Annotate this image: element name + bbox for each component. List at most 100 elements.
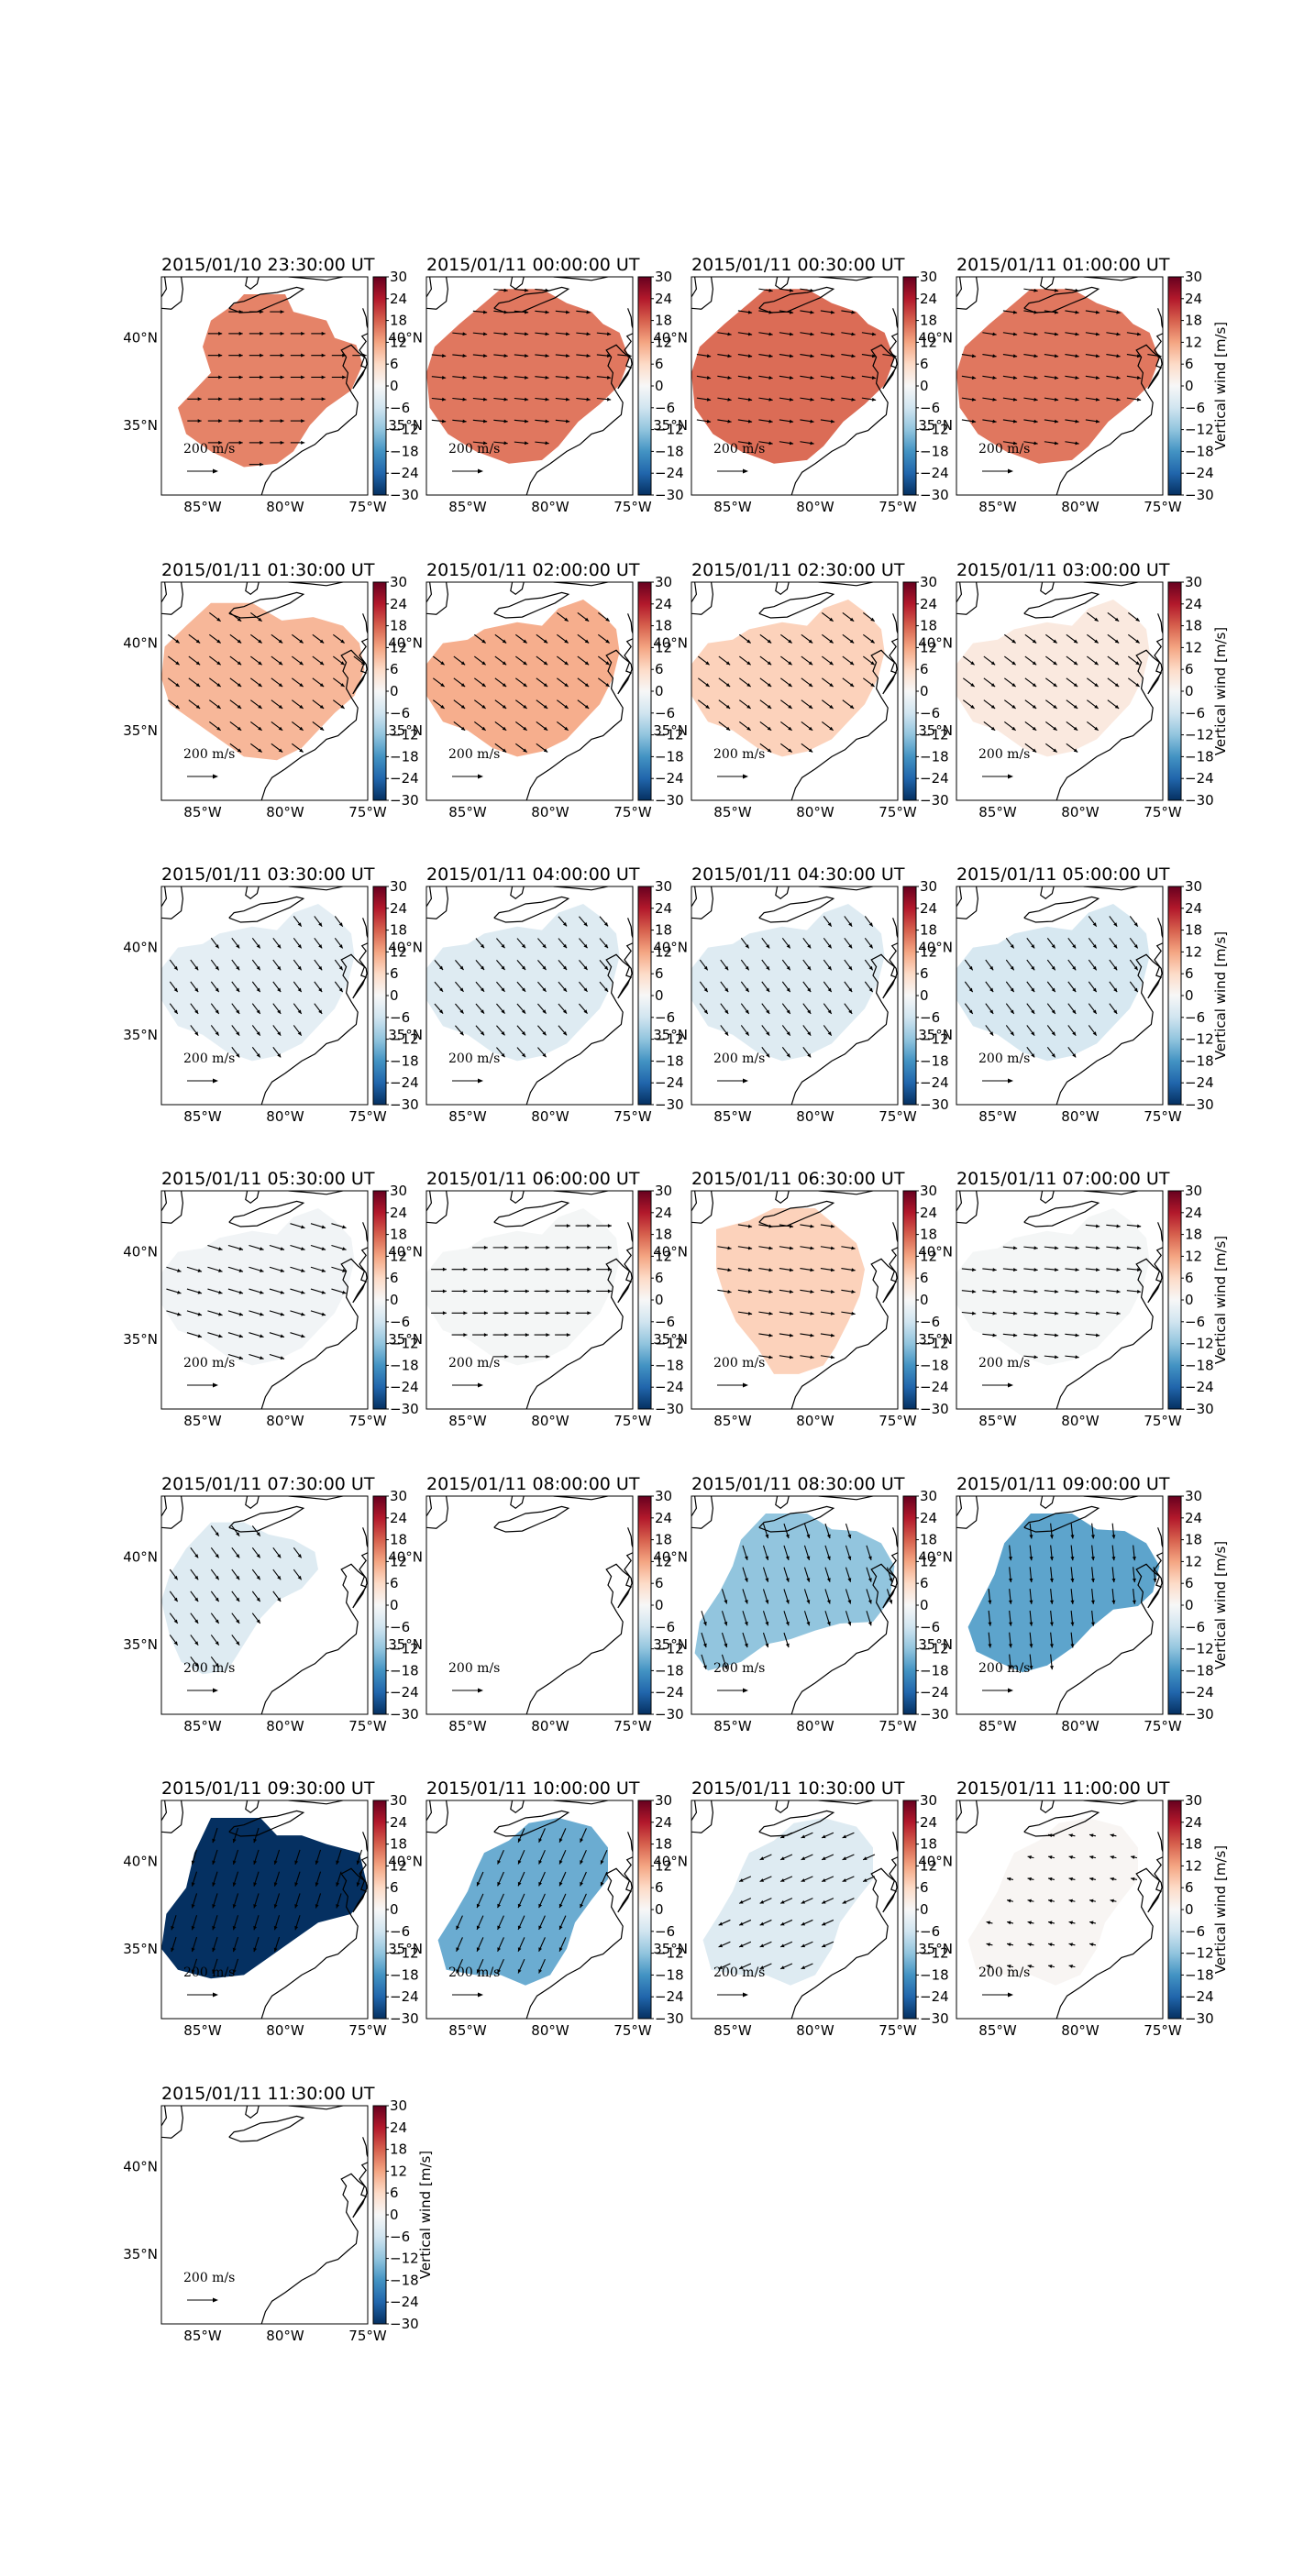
wind-vector bbox=[758, 1246, 773, 1250]
wind-vector bbox=[781, 1046, 791, 1058]
wind-vector bbox=[474, 633, 486, 644]
wind-vector bbox=[781, 959, 791, 971]
coastline bbox=[288, 277, 344, 281]
colorbar-tick-label: −30 bbox=[920, 1706, 949, 1723]
wind-vector bbox=[759, 699, 772, 710]
wind-vector bbox=[191, 1849, 198, 1866]
wind-vector bbox=[190, 959, 199, 971]
colorbar-tick-label: −6 bbox=[655, 400, 675, 416]
colorbar-tick-label: 18 bbox=[920, 1836, 937, 1853]
coastline bbox=[775, 1496, 790, 1510]
wind-vector bbox=[269, 1310, 285, 1316]
colorbar-tick-label: 12 bbox=[390, 2163, 407, 2179]
wind-vector bbox=[821, 1876, 834, 1883]
wind-vector bbox=[534, 1333, 550, 1338]
wind-vector bbox=[1026, 937, 1035, 949]
wind-vector bbox=[985, 959, 994, 971]
wind-vector bbox=[311, 353, 326, 358]
colorbar-tick-label: −12 bbox=[920, 1336, 949, 1352]
wind-vector bbox=[844, 916, 853, 928]
wind-vector bbox=[1005, 1025, 1015, 1037]
wind-vector bbox=[207, 331, 223, 336]
wind-vector bbox=[861, 353, 877, 358]
wind-vector bbox=[1129, 959, 1139, 971]
wind-vector bbox=[186, 1332, 203, 1338]
lon-tick-label: 85°W bbox=[183, 804, 222, 820]
wind-vector bbox=[575, 1224, 591, 1228]
wind-vector bbox=[290, 331, 305, 336]
lon-tick-label: 85°W bbox=[978, 2022, 1017, 2039]
wind-vector bbox=[1006, 1877, 1014, 1881]
colorbar-tick-label: 6 bbox=[390, 965, 399, 982]
coastline bbox=[790, 1527, 898, 1714]
wind-vector bbox=[1087, 699, 1099, 710]
wind-vector bbox=[557, 612, 569, 622]
wind-vector bbox=[333, 655, 345, 666]
colorbar-tick-label: 6 bbox=[920, 965, 929, 982]
wind-vector bbox=[290, 419, 305, 424]
wind-vector bbox=[273, 1936, 281, 1953]
wind-vector bbox=[800, 332, 814, 336]
wind-vector bbox=[1005, 937, 1015, 949]
colorbar-tick-label: −30 bbox=[920, 2010, 949, 2027]
wind-vector bbox=[963, 655, 975, 666]
wind-vector bbox=[293, 937, 303, 949]
wind-vector bbox=[290, 1310, 305, 1316]
wind-vector bbox=[210, 959, 220, 971]
colorbar-tick-label: 12 bbox=[655, 334, 672, 350]
wind-vector bbox=[186, 1288, 203, 1294]
panel-title: 2015/01/11 08:30:00 UT bbox=[691, 1474, 905, 1494]
colorbar-tick-label: 24 bbox=[920, 596, 937, 612]
wind-vector bbox=[758, 1267, 773, 1272]
wind-vector bbox=[290, 1244, 305, 1251]
panel-title: 2015/01/11 06:00:00 UT bbox=[426, 1169, 640, 1189]
lon-tick-label: 75°W bbox=[348, 2328, 387, 2344]
wind-vector bbox=[249, 375, 264, 380]
wind-vector bbox=[596, 1224, 612, 1228]
colorbar-tick-label: 30 bbox=[390, 574, 407, 590]
map-area bbox=[956, 1496, 1163, 1714]
coastline bbox=[260, 613, 368, 800]
wind-vector bbox=[759, 721, 772, 732]
wind-vector bbox=[1045, 677, 1057, 688]
lat-tick-label: 35°N bbox=[918, 722, 953, 739]
wind-vector bbox=[863, 677, 875, 688]
wind-vector bbox=[1045, 721, 1057, 732]
quiver-key: 200 m/s bbox=[978, 1051, 1030, 1084]
wind-vector bbox=[824, 1589, 831, 1604]
wind-vector bbox=[845, 1611, 852, 1626]
quiver-key: 200 m/s bbox=[448, 1965, 500, 1998]
lon-tick-label: 75°W bbox=[879, 2022, 917, 2039]
wind-vector bbox=[534, 1311, 550, 1316]
wind-vector bbox=[596, 1245, 612, 1249]
lon-tick-label: 80°W bbox=[1061, 1413, 1100, 1429]
wind-vector bbox=[737, 375, 753, 380]
wind-vector bbox=[452, 354, 467, 358]
wind-vector bbox=[1023, 397, 1038, 402]
coastline bbox=[1023, 896, 1100, 923]
wind-vector bbox=[293, 981, 303, 993]
colorbar-tick-label: 18 bbox=[390, 1836, 407, 1853]
colorbar-tick-label: 24 bbox=[1185, 900, 1202, 917]
wind-vector bbox=[1049, 1654, 1054, 1670]
wind-vector bbox=[451, 1311, 468, 1316]
coastline bbox=[790, 918, 898, 1105]
wind-vector bbox=[820, 353, 835, 358]
wind-vector bbox=[821, 1832, 834, 1839]
map-area bbox=[161, 1496, 368, 1714]
wind-vector bbox=[228, 397, 243, 402]
colorbar-tick-label: −24 bbox=[655, 1074, 684, 1091]
wind-vector bbox=[802, 959, 812, 971]
colorbar-tick-label: −24 bbox=[390, 1379, 419, 1395]
lon-tick-label: 80°W bbox=[1061, 499, 1100, 515]
wind-vector bbox=[231, 1591, 240, 1602]
wind-vector bbox=[269, 1353, 285, 1360]
wind-vector bbox=[1085, 375, 1100, 380]
wind-vector bbox=[842, 1832, 855, 1839]
lat-tick-label: 35°N bbox=[123, 1636, 158, 1653]
wind-vector bbox=[250, 721, 262, 732]
